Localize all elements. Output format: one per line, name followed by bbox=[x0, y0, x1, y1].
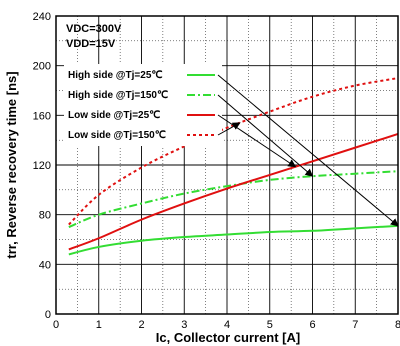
legend-label: High side @Tj=25℃ bbox=[68, 70, 163, 81]
x-tick-label: 5 bbox=[267, 319, 273, 331]
x-tick-label: 1 bbox=[96, 319, 102, 331]
condition-vdc: VDC=300V bbox=[66, 23, 122, 35]
series-line bbox=[68, 170, 399, 229]
legend-arrow bbox=[217, 74, 399, 227]
legend-arrow bbox=[217, 94, 314, 177]
y-axis-ticks: 0 40 80 120 160 200 240 bbox=[33, 11, 51, 321]
y-tick-label: 200 bbox=[33, 61, 51, 73]
legend-label: Low side @Tj=25℃ bbox=[68, 110, 160, 121]
y-tick-label: 240 bbox=[33, 11, 51, 23]
legend-label: Low side @Tj=150℃ bbox=[68, 130, 166, 141]
x-tick-label: 4 bbox=[224, 319, 230, 331]
x-axis-label: Ic, Collector current [A] bbox=[156, 330, 300, 345]
legend-arrow bbox=[217, 122, 241, 136]
grid-lines bbox=[55, 15, 399, 315]
plot-frame bbox=[55, 15, 399, 315]
legend-leader-arrows bbox=[217, 74, 399, 227]
y-tick-label: 120 bbox=[33, 160, 51, 172]
x-tick-label: 6 bbox=[309, 319, 315, 331]
series-line bbox=[68, 133, 399, 251]
y-tick-label: 0 bbox=[45, 309, 51, 321]
y-tick-label: 160 bbox=[33, 110, 51, 122]
y-axis-label: trr, Reverse recovery time [ns] bbox=[4, 71, 19, 258]
legend-label: High side @Tj=150℃ bbox=[68, 90, 168, 101]
x-tick-label: 7 bbox=[352, 319, 358, 331]
legend-background bbox=[64, 64, 222, 146]
x-tick-label: 3 bbox=[181, 319, 187, 331]
condition-vdd: VDD=15V bbox=[66, 38, 116, 50]
legend-arrow bbox=[217, 114, 297, 168]
x-axis-ticks: 0 1 2 3 4 5 6 7 8 bbox=[53, 319, 400, 331]
x-tick-label: 0 bbox=[53, 319, 59, 331]
legend: High side @Tj=25℃ High side @Tj=150℃ Low s… bbox=[68, 70, 215, 141]
series-layer bbox=[68, 77, 399, 256]
y-tick-label: 40 bbox=[39, 259, 51, 271]
series-line bbox=[68, 224, 399, 256]
x-tick-label: 8 bbox=[395, 319, 400, 331]
x-tick-label: 2 bbox=[138, 319, 144, 331]
series-line bbox=[68, 77, 399, 226]
y-tick-label: 80 bbox=[39, 210, 51, 222]
